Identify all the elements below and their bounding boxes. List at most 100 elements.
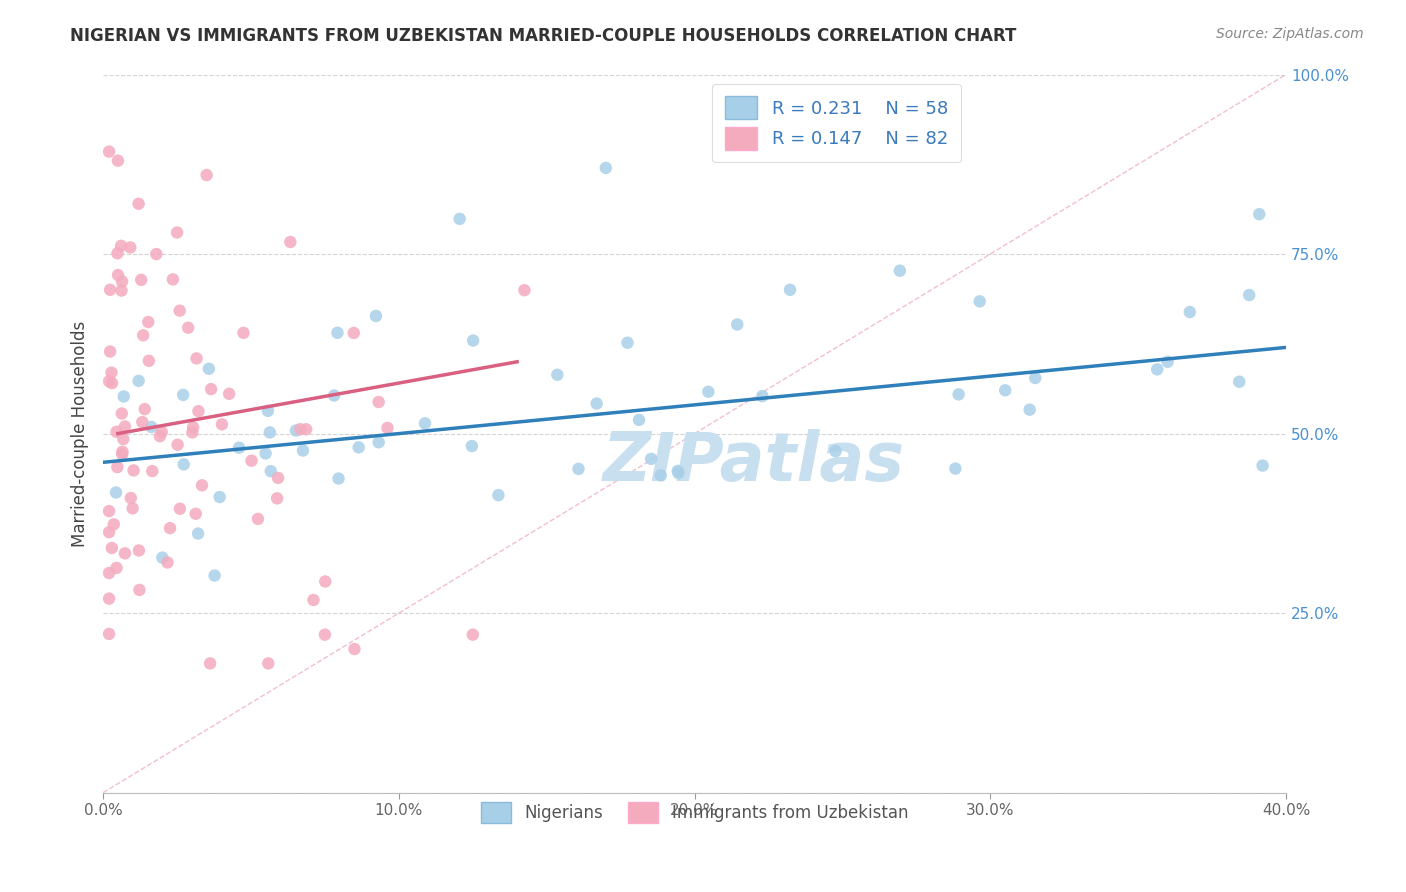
Point bbox=[134, 402, 156, 417]
Point bbox=[259, 425, 281, 440]
Point bbox=[98, 525, 121, 540]
Point bbox=[343, 642, 366, 657]
Point bbox=[98, 375, 121, 389]
Point bbox=[280, 235, 302, 249]
Point bbox=[486, 488, 509, 502]
Point bbox=[377, 421, 399, 435]
Point bbox=[120, 491, 142, 505]
Point bbox=[181, 425, 204, 440]
Point bbox=[945, 461, 967, 475]
Point bbox=[169, 501, 191, 516]
Point bbox=[650, 468, 672, 483]
Point bbox=[260, 464, 283, 478]
Point bbox=[546, 368, 568, 382]
Point bbox=[291, 443, 314, 458]
Point bbox=[290, 422, 312, 436]
Point bbox=[105, 425, 128, 439]
Point bbox=[367, 435, 389, 450]
Point bbox=[107, 153, 129, 168]
Point bbox=[101, 376, 124, 391]
Point bbox=[114, 546, 136, 560]
Text: Source: ZipAtlas.com: Source: ZipAtlas.com bbox=[1216, 27, 1364, 41]
Point bbox=[195, 168, 218, 182]
Point bbox=[98, 145, 121, 159]
Point bbox=[98, 566, 121, 580]
Point bbox=[1237, 288, 1260, 302]
Point bbox=[302, 593, 325, 607]
Point bbox=[136, 315, 159, 329]
Point bbox=[166, 226, 188, 240]
Point bbox=[100, 366, 122, 380]
Point bbox=[343, 326, 366, 340]
Point bbox=[166, 438, 188, 452]
Point bbox=[1178, 305, 1201, 319]
Point bbox=[187, 526, 209, 541]
Point bbox=[191, 478, 214, 492]
Point bbox=[295, 422, 318, 436]
Point bbox=[198, 361, 221, 376]
Point bbox=[149, 429, 172, 443]
Point bbox=[257, 404, 280, 418]
Point bbox=[112, 389, 135, 403]
Point bbox=[461, 628, 484, 642]
Point bbox=[98, 344, 121, 359]
Point bbox=[1156, 355, 1178, 369]
Point bbox=[98, 627, 121, 641]
Point bbox=[208, 490, 231, 504]
Point bbox=[889, 263, 911, 277]
Point bbox=[969, 294, 991, 309]
Point bbox=[347, 441, 370, 455]
Point bbox=[640, 451, 662, 466]
Point bbox=[461, 334, 484, 348]
Point bbox=[666, 464, 689, 478]
Point bbox=[364, 309, 387, 323]
Point bbox=[138, 353, 160, 368]
Point bbox=[668, 466, 690, 480]
Y-axis label: Married-couple Households: Married-couple Households bbox=[72, 320, 89, 547]
Point bbox=[314, 574, 336, 589]
Point bbox=[141, 464, 163, 478]
Point bbox=[211, 417, 233, 432]
Point bbox=[284, 424, 307, 438]
Point bbox=[200, 382, 222, 396]
Point bbox=[267, 471, 290, 485]
Point bbox=[186, 351, 208, 366]
Point bbox=[218, 387, 240, 401]
Text: NIGERIAN VS IMMIGRANTS FROM UZBEKISTAN MARRIED-COUPLE HOUSEHOLDS CORRELATION CHA: NIGERIAN VS IMMIGRANTS FROM UZBEKISTAN M… bbox=[70, 27, 1017, 45]
Point bbox=[228, 441, 250, 455]
Point bbox=[326, 326, 349, 340]
Point bbox=[105, 460, 128, 475]
Point bbox=[111, 407, 134, 421]
Text: ZIPatlas: ZIPatlas bbox=[603, 429, 904, 495]
Point bbox=[413, 417, 436, 431]
Point bbox=[98, 504, 121, 518]
Point bbox=[112, 432, 135, 446]
Point bbox=[107, 268, 129, 282]
Point bbox=[1251, 458, 1274, 473]
Point bbox=[121, 501, 143, 516]
Point bbox=[132, 328, 155, 343]
Point bbox=[994, 384, 1017, 398]
Point bbox=[128, 374, 150, 388]
Point bbox=[567, 462, 589, 476]
Point bbox=[150, 550, 173, 565]
Point bbox=[122, 463, 145, 477]
Point bbox=[184, 507, 207, 521]
Point bbox=[128, 582, 150, 597]
Point bbox=[111, 447, 134, 461]
Point bbox=[105, 485, 128, 500]
Point bbox=[141, 420, 163, 434]
Point bbox=[98, 591, 121, 606]
Point bbox=[128, 543, 150, 558]
Point bbox=[824, 444, 846, 458]
Point bbox=[156, 556, 179, 570]
Point bbox=[725, 318, 748, 332]
Point bbox=[232, 326, 254, 340]
Point bbox=[254, 446, 277, 460]
Point bbox=[627, 413, 650, 427]
Point bbox=[162, 272, 184, 286]
Point bbox=[266, 491, 288, 506]
Point bbox=[187, 404, 209, 418]
Point bbox=[177, 320, 200, 334]
Point bbox=[948, 387, 970, 401]
